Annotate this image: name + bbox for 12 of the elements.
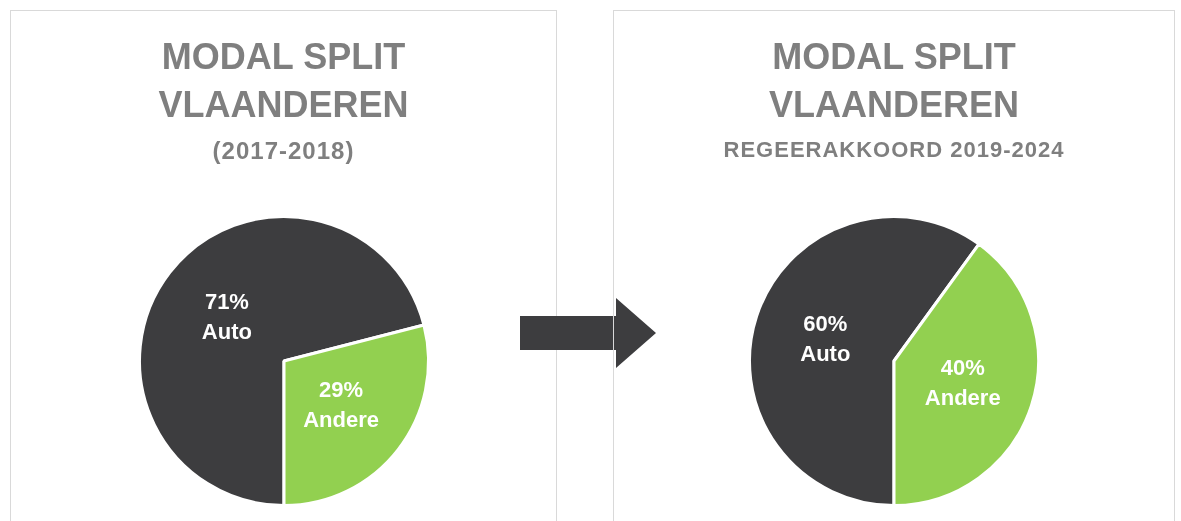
- chart-subtitle: (2017-2018): [211, 137, 356, 165]
- slice-label: Andere: [302, 407, 379, 433]
- chart-subtitle: REGEERAKKOORD 2019-2024: [722, 137, 1066, 163]
- data-label: 29%: [318, 377, 363, 403]
- data-label: 60%: [803, 310, 848, 336]
- slice-label: Andere: [924, 385, 1001, 411]
- data-label: 40%: [940, 355, 985, 381]
- chart-title: MODAL SPLIT VLAANDEREN: [768, 35, 1020, 127]
- data-label: 71%: [204, 288, 249, 314]
- slice-label: Auto: [201, 318, 252, 344]
- slice-label: Auto: [800, 340, 851, 366]
- chart-title: MODAL SPLIT VLAANDEREN: [157, 35, 410, 127]
